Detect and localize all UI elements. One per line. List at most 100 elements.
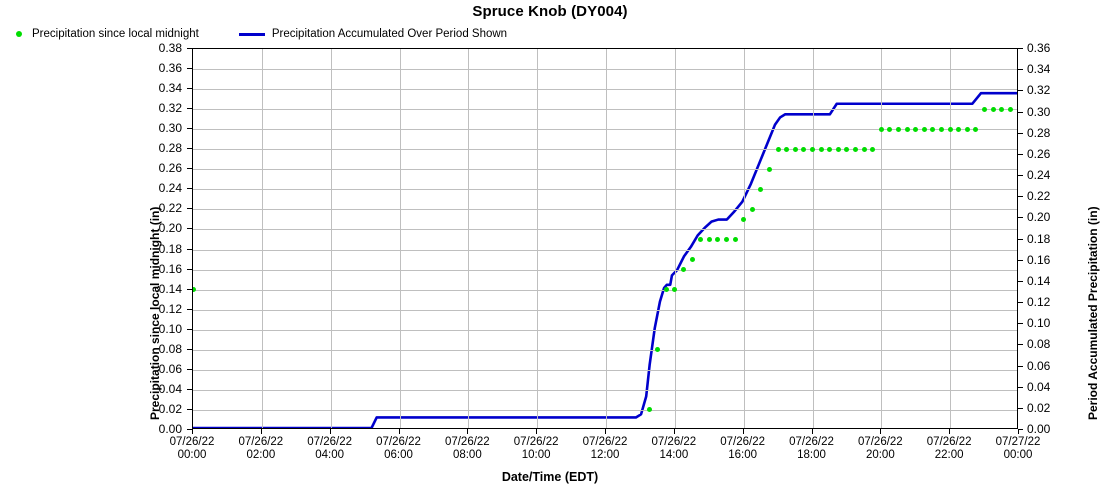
precip-since-midnight-dot xyxy=(853,146,859,152)
precip-since-midnight-dot xyxy=(414,427,420,428)
precip-since-midnight-dot xyxy=(844,146,850,152)
precip-since-midnight-dot xyxy=(896,126,902,132)
precip-since-midnight-dot xyxy=(250,427,256,428)
precip-since-midnight-dot xyxy=(612,427,618,428)
precip-since-midnight-dot xyxy=(810,146,815,152)
x-axis-tick-date: 07/26/22 xyxy=(720,436,766,448)
x-axis-tick-label: 07/26/22 18:00 xyxy=(767,436,857,462)
x-axis-tick-mark xyxy=(536,429,538,434)
precip-since-midnight-dot xyxy=(1016,106,1017,112)
y-axis-right-tick-label: 0.12 xyxy=(1027,295,1051,309)
gridline-horizontal xyxy=(193,229,1017,231)
y-axis-right-tick-mark xyxy=(1018,280,1023,282)
precip-since-midnight-dot xyxy=(870,146,876,152)
precip-since-midnight-dot xyxy=(242,427,248,428)
precip-since-midnight-dot xyxy=(766,166,772,172)
precip-since-midnight-dot xyxy=(646,407,652,413)
precip-since-midnight-dot xyxy=(792,146,798,152)
y-axis-left-tick-label: 0.12 xyxy=(158,301,182,316)
gridline-horizontal xyxy=(193,269,1017,271)
y-axis-left-tick-mark xyxy=(187,48,192,49)
gridline-horizontal xyxy=(193,309,1017,311)
x-axis-tick-date: 07/26/22 xyxy=(582,436,628,448)
gridline-vertical xyxy=(261,49,263,428)
y-axis-left-tick-mark xyxy=(187,208,192,210)
precip-since-midnight-dot xyxy=(310,427,316,428)
y-axis-left-tick-mark xyxy=(187,368,192,370)
gridline-horizontal xyxy=(193,129,1017,131)
x-axis-tick-time: 06:00 xyxy=(384,449,413,461)
legend-item-precip-since-midnight[interactable]: Precipitation since local midnight xyxy=(12,28,199,40)
y-axis-right-ticks: 0.00 0.02 0.04 0.06 0.08 0.10 0.12 0.14 0.16 0.18… xyxy=(1018,42,1100,435)
gridline-horizontal xyxy=(193,249,1017,251)
x-axis-tick-label: 07/26/22 16:00 xyxy=(698,436,788,462)
y-axis-right-tick-label: 0.26 xyxy=(1027,146,1051,161)
y-axis-right-tick-mark xyxy=(1018,153,1023,155)
precip-since-midnight-dot xyxy=(193,287,196,293)
gridline-vertical xyxy=(743,49,745,428)
x-axis-tick-date: 07/26/22 xyxy=(513,436,559,448)
precip-since-midnight-dot xyxy=(698,237,704,242)
x-axis-tick-mark xyxy=(673,429,675,434)
precip-since-midnight-dot xyxy=(353,427,359,428)
x-axis-tick-label: 07/26/22 20:00 xyxy=(835,436,925,462)
x-axis-tick-label: 07/26/22 02:00 xyxy=(216,436,306,462)
x-axis-tick-mark xyxy=(949,429,951,434)
legend-label-accumulated-precip: Precipitation Accumulated Over Period Sh… xyxy=(271,28,508,40)
y-axis-right-tick-label: 0.18 xyxy=(1027,231,1051,246)
gridline-vertical xyxy=(674,49,676,428)
precip-since-midnight-dot xyxy=(577,427,583,428)
y-axis-left-tick-label: 0.34 xyxy=(158,81,182,96)
x-axis-tick-date: 07/26/22 xyxy=(444,436,490,448)
precip-since-midnight-dot xyxy=(560,427,566,428)
accumulated-precip-line xyxy=(193,91,1017,428)
accumulated-precip-path xyxy=(193,91,1017,428)
y-axis-right-tick-mark xyxy=(1018,132,1023,134)
precip-since-midnight-dot xyxy=(827,146,833,152)
y-axis-left-tick-label: 0.24 xyxy=(158,181,182,196)
y-axis-right-tick-label: 0.30 xyxy=(1027,104,1051,119)
gridline-vertical xyxy=(537,49,539,428)
precip-since-midnight-dot xyxy=(199,427,205,428)
precip-since-midnight-dot xyxy=(741,216,747,222)
precip-since-midnight-dot xyxy=(302,427,308,428)
y-axis-left-tick-label: 0.04 xyxy=(158,381,182,396)
x-axis-tick-time: 00:00 xyxy=(1003,449,1033,461)
precip-since-midnight-dot xyxy=(491,427,497,428)
y-axis-left-tick-label: 0.28 xyxy=(158,141,182,156)
precip-since-midnight-dot xyxy=(259,427,265,428)
precip-since-midnight-dot xyxy=(663,287,669,293)
y-axis-right-tick-mark xyxy=(1018,69,1023,71)
x-axis-tick-label: 07/26/22 06:00 xyxy=(354,436,444,462)
y-axis-left-tick-label: 0.02 xyxy=(158,401,182,416)
x-axis-ticks: 07/26/22 00:00 07/26/22 02:00 07/26/22 04:00 0… xyxy=(170,429,1040,474)
precip-since-midnight-dot xyxy=(982,106,988,112)
y-axis-left-tick-mark xyxy=(187,108,192,110)
x-axis-tick-date: 07/26/22 xyxy=(238,436,284,448)
x-axis-tick-time: 14:00 xyxy=(659,449,689,461)
gridline-horizontal xyxy=(193,189,1017,191)
precip-since-midnight-dot xyxy=(371,427,377,428)
legend-item-accumulated-precip[interactable]: Precipitation Accumulated Over Period Sh… xyxy=(238,28,508,40)
y-axis-right-tick-mark xyxy=(1018,302,1023,303)
precip-since-midnight-dot xyxy=(818,146,824,152)
y-axis-left-tick-mark xyxy=(187,288,192,290)
precip-since-midnight-dot xyxy=(397,427,402,428)
precip-since-midnight-dot xyxy=(775,146,781,152)
precip-since-midnight-dot xyxy=(1007,106,1013,112)
precip-since-midnight-dot xyxy=(732,237,738,242)
x-axis-tick-label: 07/26/22 08:00 xyxy=(422,436,512,462)
precip-since-midnight-dot xyxy=(930,126,936,132)
precip-since-midnight-dot xyxy=(483,427,489,428)
y-axis-right-tick-mark xyxy=(1018,48,1023,49)
precip-since-midnight-dot xyxy=(422,427,428,428)
x-axis-tick-time: 00:00 xyxy=(177,449,207,461)
precip-since-midnight-dot xyxy=(629,427,635,428)
y-axis-right-tick-label: 0.08 xyxy=(1027,337,1051,352)
precip-since-midnight-dot xyxy=(440,427,446,428)
precip-since-midnight-dot xyxy=(233,427,239,428)
x-axis-tick-date: 07/26/22 xyxy=(651,436,697,448)
gridline-horizontal xyxy=(193,329,1017,331)
x-axis-tick-label: 07/26/22 04:00 xyxy=(285,436,375,462)
